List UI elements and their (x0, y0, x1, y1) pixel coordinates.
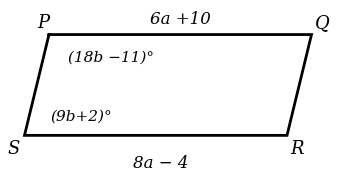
Text: (18b −11)°: (18b −11)° (68, 50, 154, 64)
Text: S: S (8, 140, 20, 158)
Text: Q: Q (315, 14, 329, 32)
Text: 6a +10: 6a +10 (150, 11, 211, 28)
Text: 8a − 4: 8a − 4 (133, 155, 189, 172)
Text: P: P (38, 14, 50, 32)
Text: R: R (291, 140, 304, 158)
Text: (9b+2)°: (9b+2)° (51, 109, 112, 123)
